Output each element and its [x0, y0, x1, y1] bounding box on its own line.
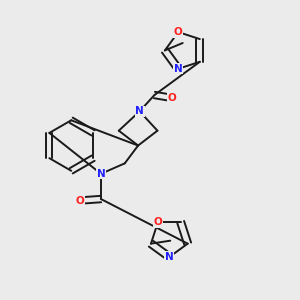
Text: N: N [97, 169, 105, 179]
Text: O: O [76, 196, 85, 206]
Text: O: O [154, 217, 162, 227]
Text: N: N [174, 64, 183, 74]
Text: O: O [168, 93, 177, 103]
Text: O: O [174, 27, 183, 37]
Text: N: N [135, 106, 144, 116]
Text: N: N [165, 252, 174, 262]
